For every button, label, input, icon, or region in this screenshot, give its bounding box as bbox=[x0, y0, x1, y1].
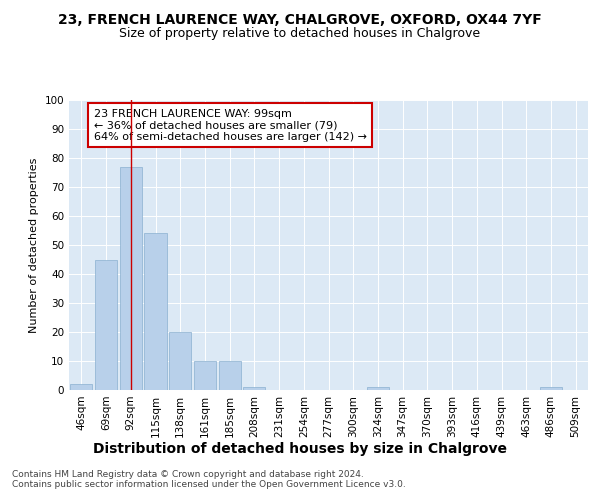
Text: 23, FRENCH LAURENCE WAY, CHALGROVE, OXFORD, OX44 7YF: 23, FRENCH LAURENCE WAY, CHALGROVE, OXFO… bbox=[58, 12, 542, 26]
Y-axis label: Number of detached properties: Number of detached properties bbox=[29, 158, 39, 332]
Bar bbox=[119, 166, 142, 390]
Bar bbox=[367, 387, 389, 390]
Text: 23 FRENCH LAURENCE WAY: 99sqm
← 36% of detached houses are smaller (79)
64% of s: 23 FRENCH LAURENCE WAY: 99sqm ← 36% of d… bbox=[94, 108, 367, 142]
Text: Contains HM Land Registry data © Crown copyright and database right 2024.
Contai: Contains HM Land Registry data © Crown c… bbox=[12, 470, 406, 490]
Bar bbox=[169, 332, 191, 390]
Text: Distribution of detached houses by size in Chalgrove: Distribution of detached houses by size … bbox=[93, 442, 507, 456]
Text: Size of property relative to detached houses in Chalgrove: Size of property relative to detached ho… bbox=[119, 28, 481, 40]
Bar bbox=[243, 387, 265, 390]
Bar bbox=[145, 234, 167, 390]
Bar bbox=[70, 384, 92, 390]
Bar bbox=[218, 361, 241, 390]
Bar bbox=[194, 361, 216, 390]
Bar bbox=[95, 260, 117, 390]
Bar bbox=[540, 387, 562, 390]
